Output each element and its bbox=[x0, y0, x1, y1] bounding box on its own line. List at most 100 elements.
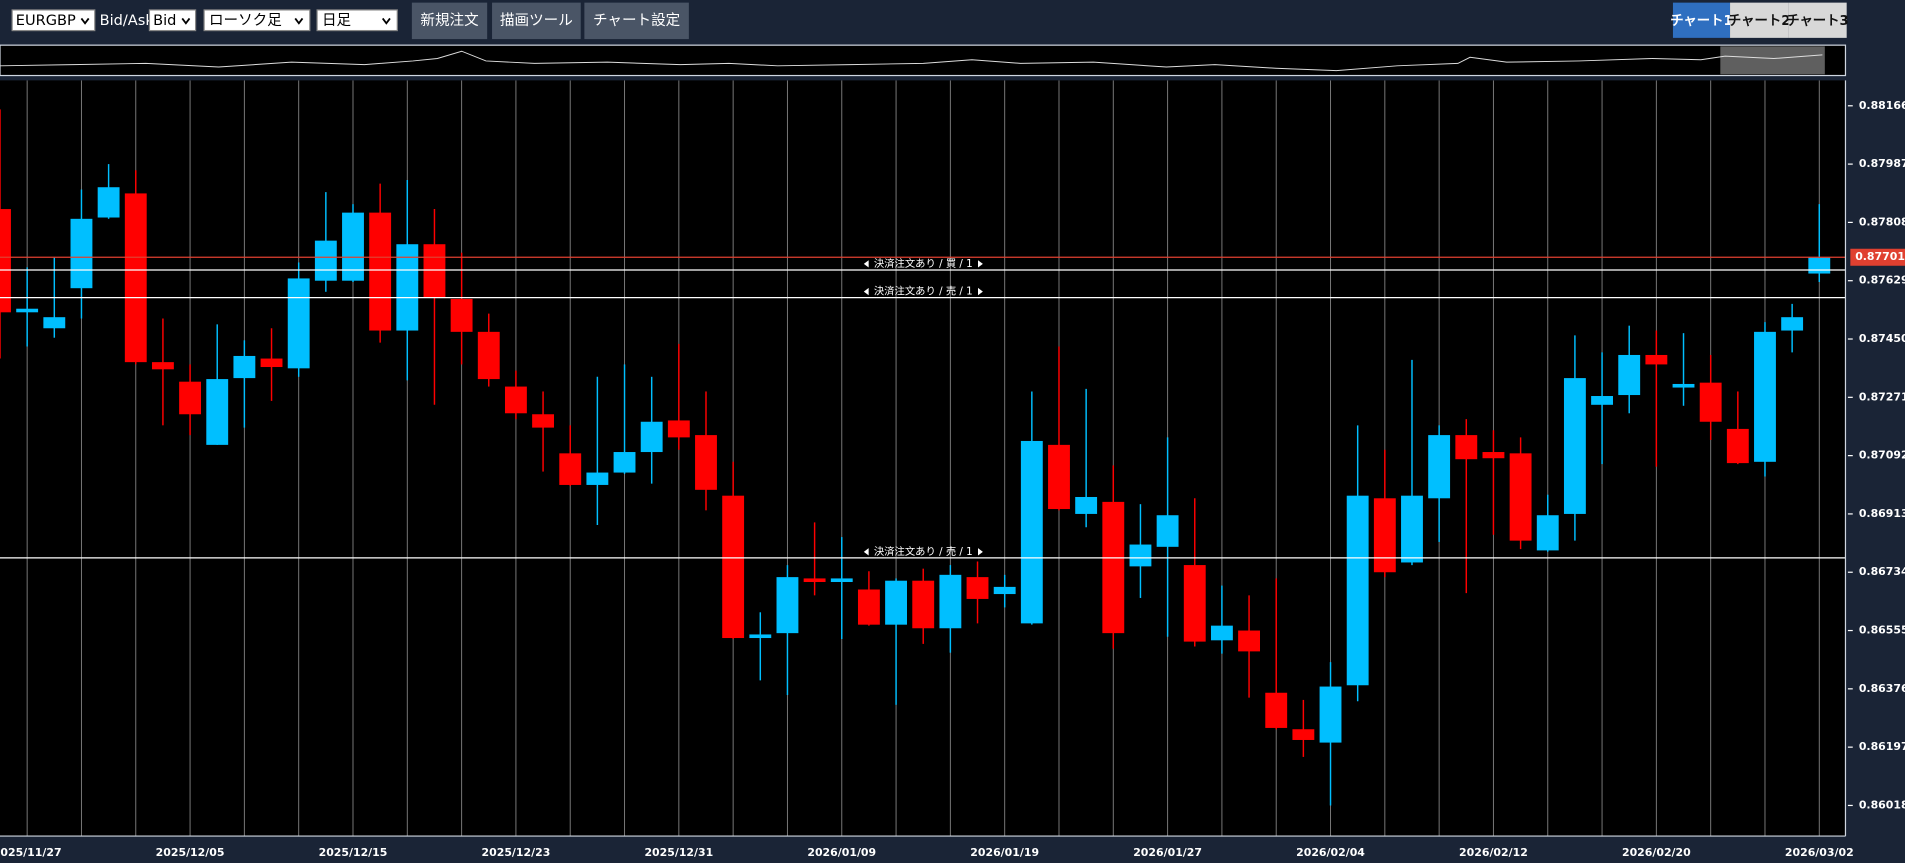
candle-body bbox=[1672, 383, 1695, 388]
y-tick-label: 0.86376 bbox=[1859, 682, 1905, 695]
candle-body bbox=[885, 580, 908, 625]
candle-body bbox=[1428, 435, 1451, 499]
candle-body bbox=[532, 414, 555, 428]
candle-body bbox=[749, 634, 772, 639]
order-arrow bbox=[978, 548, 983, 556]
candle-body bbox=[939, 574, 962, 629]
price-type-select[interactable] bbox=[148, 9, 197, 32]
x-tick-label: 2025/11/27 bbox=[0, 846, 62, 859]
candle-body bbox=[1373, 498, 1396, 573]
candle-body bbox=[613, 452, 636, 473]
x-tick-label: 2026/03/02 bbox=[1785, 846, 1854, 859]
tab-label: チャート2 bbox=[1728, 13, 1791, 29]
toolbar: EURGBP Bid/Ask Bid ローソク足 日足 新規注文 描画ツール チ… bbox=[11, 2, 1849, 40]
x-tick-label: 2026/01/19 bbox=[970, 846, 1039, 859]
tab-active[interactable] bbox=[1672, 2, 1731, 38]
candle-body bbox=[1020, 440, 1043, 624]
candle-body bbox=[695, 435, 717, 490]
candle-body bbox=[993, 586, 1016, 595]
candle-body bbox=[1699, 382, 1722, 422]
y-tick-label: 0.86018 bbox=[1859, 798, 1905, 811]
candle-body bbox=[1754, 331, 1776, 462]
new-order-button[interactable] bbox=[411, 2, 488, 40]
timeframe-select[interactable] bbox=[316, 9, 398, 32]
candle-body bbox=[179, 381, 202, 415]
order-arrow bbox=[978, 287, 983, 296]
candle-body bbox=[151, 362, 174, 370]
candle-body bbox=[1808, 257, 1831, 274]
y-tick-label: 0.88166 bbox=[1859, 99, 1905, 112]
order-arrow bbox=[863, 287, 869, 296]
order-arrow bbox=[978, 260, 983, 268]
candle-body bbox=[477, 331, 500, 380]
chart-settings-button[interactable] bbox=[584, 2, 689, 40]
candle-body bbox=[1075, 496, 1098, 514]
candle-body bbox=[260, 358, 283, 368]
dropdown-arrow bbox=[181, 17, 191, 25]
candle-body bbox=[857, 589, 880, 625]
candle-body bbox=[450, 298, 473, 332]
candle-body bbox=[1536, 515, 1559, 551]
candle-body bbox=[287, 278, 310, 369]
navigator-frame bbox=[0, 44, 1847, 77]
draw-tool-button[interactable] bbox=[492, 2, 581, 40]
order-arrow bbox=[863, 548, 869, 556]
button-label: 描画ツール bbox=[500, 12, 573, 29]
candle-body bbox=[1645, 354, 1668, 365]
x-tick-label: 2025/12/31 bbox=[644, 846, 713, 859]
candle-body bbox=[1781, 317, 1804, 331]
chart-style-select[interactable] bbox=[203, 9, 311, 32]
price-type: Bid bbox=[153, 12, 176, 29]
candle-body bbox=[1048, 444, 1070, 510]
candle-body bbox=[1183, 565, 1206, 642]
y-tick-label: 0.86555 bbox=[1859, 624, 1905, 637]
candle-body bbox=[342, 212, 364, 281]
candle-body bbox=[233, 355, 256, 379]
candle-body bbox=[640, 421, 663, 453]
navigator bbox=[0, 44, 1847, 77]
candle-body bbox=[912, 580, 935, 629]
candle-body bbox=[1346, 495, 1369, 686]
candle-body bbox=[1726, 428, 1749, 464]
timeframe: 日足 bbox=[322, 12, 352, 29]
tab-label: チャート3 bbox=[1786, 13, 1849, 29]
navigator-window[interactable] bbox=[1720, 46, 1825, 75]
y-tick-label: 0.87271 bbox=[1859, 390, 1905, 403]
candle-body bbox=[559, 453, 582, 485]
candle-body bbox=[314, 240, 337, 281]
candle-body bbox=[124, 193, 147, 363]
x-tick-label: 2026/02/20 bbox=[1622, 846, 1691, 859]
symbol-select[interactable] bbox=[11, 9, 96, 32]
candle-body bbox=[70, 218, 93, 289]
tab[interactable] bbox=[1730, 2, 1789, 38]
candle-body bbox=[776, 577, 799, 634]
y-tick-label: 0.86734 bbox=[1859, 565, 1905, 578]
x-tick-label: 2026/01/09 bbox=[807, 846, 876, 859]
candle-body bbox=[1482, 452, 1505, 459]
x-tick-label: 2025/12/23 bbox=[482, 846, 551, 859]
dropdown-arrow bbox=[381, 17, 391, 25]
candle-body bbox=[966, 577, 989, 599]
y-tick-label: 0.87808 bbox=[1859, 215, 1905, 228]
y-tick-label: 0.87629 bbox=[1859, 274, 1905, 287]
order-label: 決済注文あり / 買 / 1 bbox=[874, 257, 973, 270]
candle-body bbox=[1401, 495, 1423, 563]
candle-body bbox=[830, 578, 853, 583]
order-label: 決済注文あり / 売 / 1 bbox=[874, 545, 973, 558]
candle-body bbox=[586, 472, 609, 485]
candle-body bbox=[0, 209, 11, 313]
last-price-label: 0.87701 bbox=[1855, 250, 1905, 263]
candle-body bbox=[1238, 630, 1260, 652]
y-tick-label: 0.87092 bbox=[1859, 449, 1905, 462]
candle-body bbox=[1618, 354, 1641, 396]
tab[interactable] bbox=[1788, 2, 1847, 38]
candle-body bbox=[1591, 396, 1613, 405]
dropdown-arrow bbox=[80, 17, 90, 25]
button-label: チャート設定 bbox=[593, 12, 680, 29]
order-label: 決済注文あり / 売 / 1 bbox=[874, 285, 973, 298]
candle-body bbox=[1455, 435, 1478, 460]
candle-body bbox=[97, 187, 120, 218]
candle-body bbox=[43, 317, 66, 329]
plot: 決済注文あり / 買 / 1 決済注文あり / 売 / 1 決済注文あり / 売 /… bbox=[0, 80, 1846, 837]
